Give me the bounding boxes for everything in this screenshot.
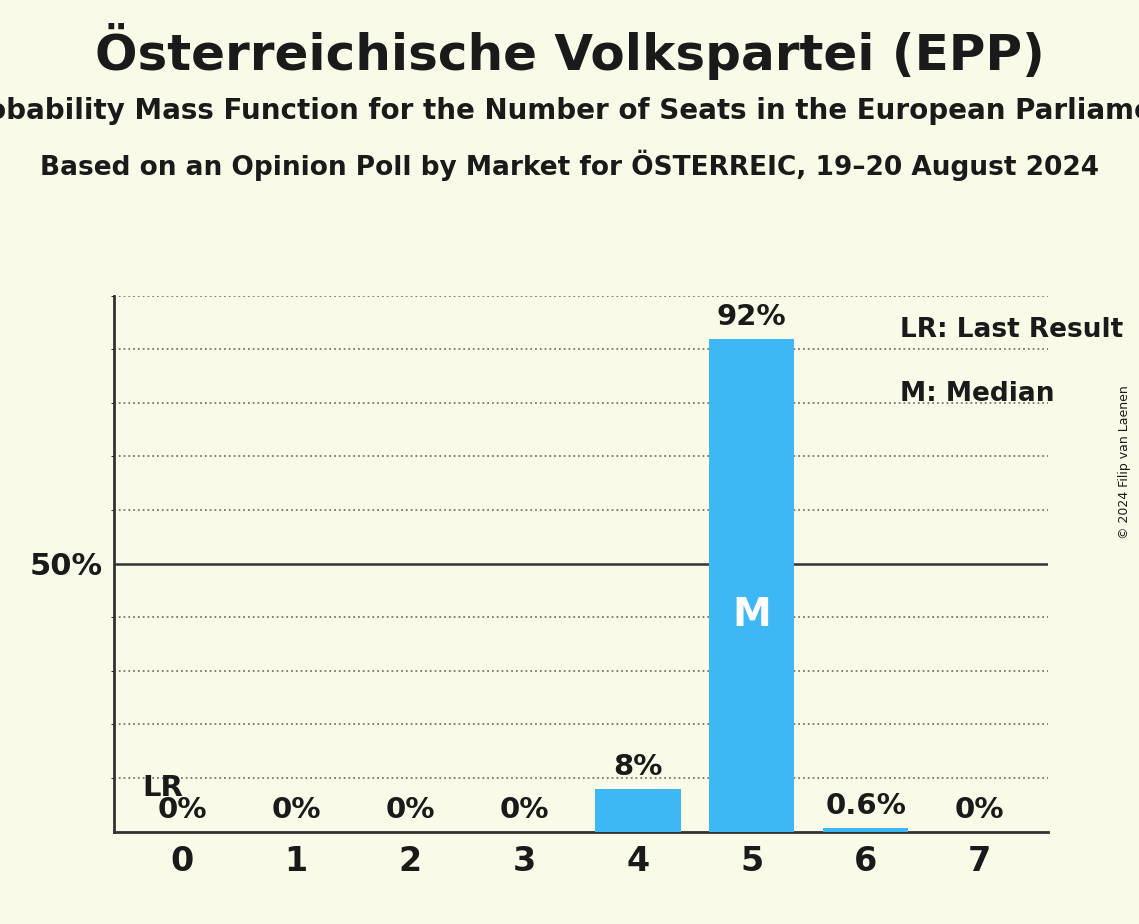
Text: LR: LR bbox=[142, 774, 183, 802]
Text: 8%: 8% bbox=[613, 753, 663, 781]
Text: 92%: 92% bbox=[716, 302, 787, 331]
Bar bbox=[708, 338, 795, 832]
Text: 0.6%: 0.6% bbox=[825, 793, 907, 821]
Text: Österreichische Volkspartei (EPP): Österreichische Volkspartei (EPP) bbox=[95, 23, 1044, 80]
Bar bbox=[822, 829, 909, 832]
Text: M: M bbox=[732, 596, 771, 634]
Text: 0%: 0% bbox=[385, 796, 435, 823]
Text: 0%: 0% bbox=[499, 796, 549, 823]
Text: 0%: 0% bbox=[271, 796, 321, 823]
Text: 0%: 0% bbox=[954, 796, 1005, 823]
Text: LR: Last Result: LR: Last Result bbox=[900, 317, 1123, 343]
Text: Based on an Opinion Poll by Market for ÖSTERREIC, 19–20 August 2024: Based on an Opinion Poll by Market for Ö… bbox=[40, 150, 1099, 181]
Text: © 2024 Filip van Laenen: © 2024 Filip van Laenen bbox=[1118, 385, 1131, 539]
Text: Probability Mass Function for the Number of Seats in the European Parliament: Probability Mass Function for the Number… bbox=[0, 97, 1139, 125]
Bar bbox=[596, 789, 681, 832]
Text: M: Median: M: Median bbox=[900, 382, 1055, 407]
Text: 0%: 0% bbox=[157, 796, 207, 823]
